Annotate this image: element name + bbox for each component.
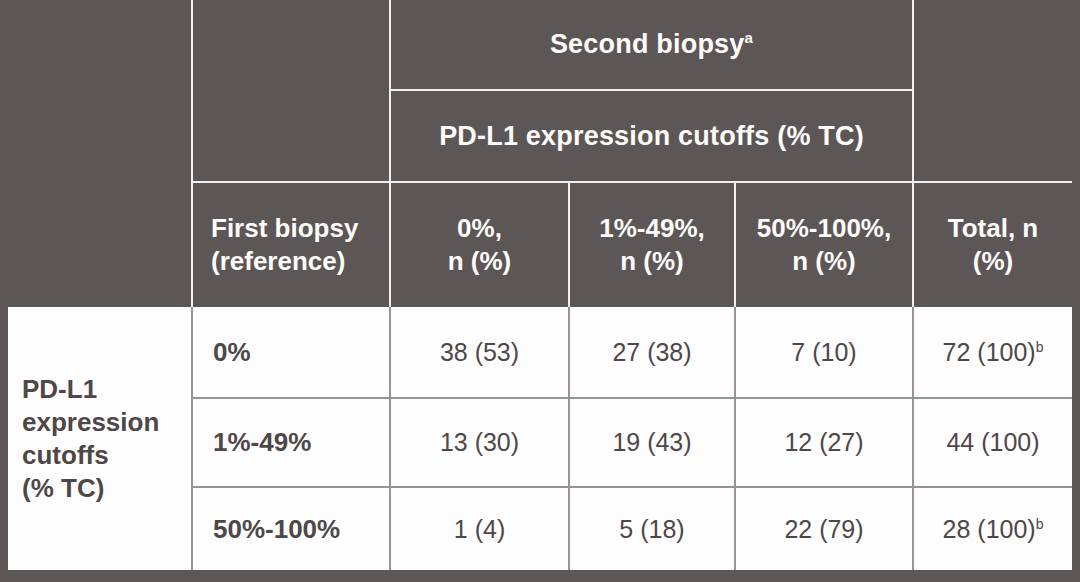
col-header-line: 50%-100%, — [736, 212, 912, 245]
header-row-second-biopsy: Second biopsya — [8, 0, 1072, 90]
col-header-line: First biopsy — [211, 212, 389, 245]
total-value: 28 (100) — [943, 515, 1036, 543]
col-header-line: n (%) — [736, 245, 912, 278]
data-cell: 7 (10) — [735, 307, 913, 398]
row-label-50-100pct: 50%-100% — [192, 487, 390, 570]
row-group-line: expression — [22, 406, 191, 439]
row-group-line: cutoffs — [22, 439, 191, 472]
total-cell: 28 (100)b — [913, 487, 1072, 570]
data-cell: 5 (18) — [569, 487, 735, 570]
cutoffs-header: PD-L1 expression cutoffs (% TC) — [390, 90, 913, 182]
col-header-line: n (%) — [570, 245, 734, 278]
data-cell: 27 (38) — [569, 307, 735, 398]
col-header-total: Total, n (%) — [913, 182, 1072, 307]
col-header-first-biopsy: First biopsy (reference) — [192, 182, 390, 307]
data-cell: 19 (43) — [569, 398, 735, 487]
total-cell: 44 (100) — [913, 398, 1072, 487]
col-header-line: (reference) — [211, 245, 389, 278]
col-header-line: (%) — [914, 245, 1072, 278]
col-header-0pct: 0%, n (%) — [390, 182, 569, 307]
row-label-0pct: 0% — [192, 307, 390, 398]
col-header-50-100pct: 50%-100%, n (%) — [735, 182, 913, 307]
table-row: PD-L1 expression cutoffs (% TC) 0% 38 (5… — [8, 307, 1072, 398]
data-cell: 22 (79) — [735, 487, 913, 570]
empty-header-cell — [192, 0, 390, 182]
empty-total-header-cell — [913, 0, 1072, 182]
col-header-line: 0%, — [391, 212, 568, 245]
data-cell: 12 (27) — [735, 398, 913, 487]
second-biopsy-header: Second biopsya — [390, 0, 913, 90]
empty-corner-cell — [8, 0, 192, 307]
second-biopsy-label: Second biopsy — [550, 29, 745, 59]
data-cell: 38 (53) — [390, 307, 569, 398]
footnote-marker-a: a — [745, 29, 754, 46]
col-header-line: 1%-49%, — [570, 212, 734, 245]
col-header-line: n (%) — [391, 245, 568, 278]
total-cell: 72 (100)b — [913, 307, 1072, 398]
total-value: 72 (100) — [943, 338, 1036, 366]
col-header-line: Total, n — [914, 212, 1072, 245]
pdl1-concordance-table: Second biopsya PD-L1 expression cutoffs … — [8, 0, 1072, 570]
data-cell: 1 (4) — [390, 487, 569, 570]
footnote-marker-b: b — [1036, 338, 1044, 354]
row-label-1-49pct: 1%-49% — [192, 398, 390, 487]
row-group-label: PD-L1 expression cutoffs (% TC) — [8, 307, 192, 570]
table-frame: Second biopsya PD-L1 expression cutoffs … — [0, 0, 1080, 582]
col-header-1-49pct: 1%-49%, n (%) — [569, 182, 735, 307]
row-group-line: PD-L1 — [22, 373, 191, 406]
data-cell: 13 (30) — [390, 398, 569, 487]
row-group-line: (% TC) — [22, 472, 191, 505]
footnote-marker-b: b — [1036, 515, 1044, 531]
total-value: 44 (100) — [946, 428, 1039, 456]
